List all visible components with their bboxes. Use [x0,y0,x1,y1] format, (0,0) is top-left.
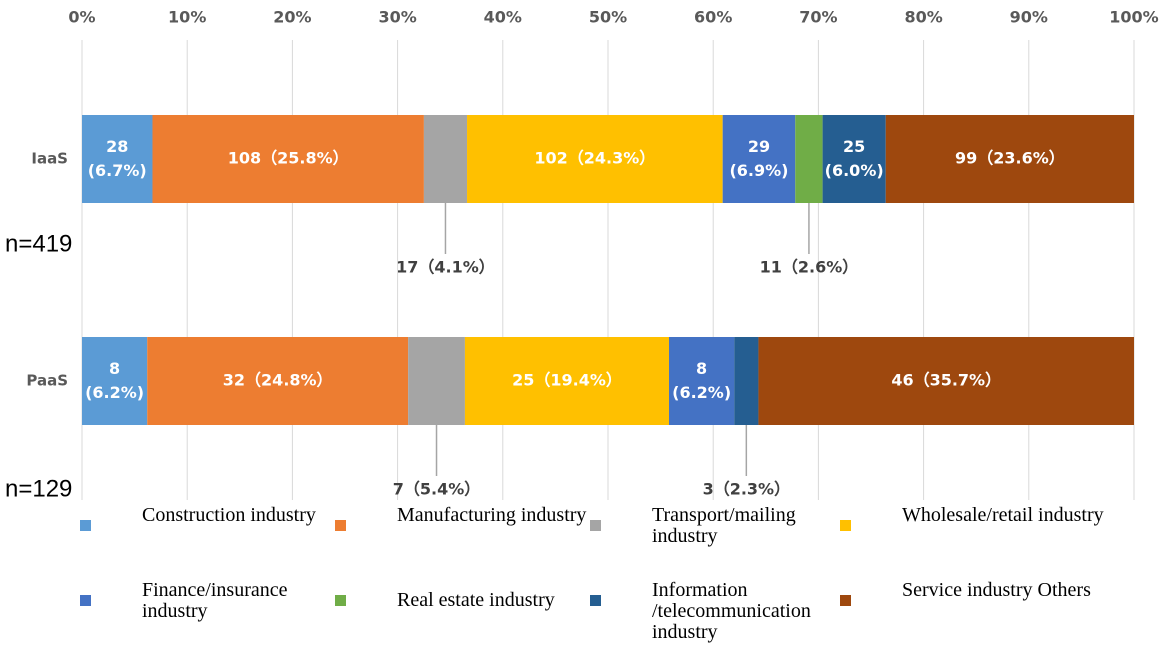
x-tick-label: 80% [904,8,942,27]
data-label: 17（4.1%） [396,258,495,277]
legend-label: Service industry Others [902,579,1091,601]
bar-segment [722,115,796,203]
legend-label: Real estate industry [397,589,555,611]
data-label: 3（2.3%） [703,480,791,499]
data-label: 32（24.8%） [223,371,333,390]
category-label: IaaS [31,150,68,168]
legend-label: Construction industry [142,504,316,526]
category-label: PaaS [26,372,68,390]
data-label-line: 29 [748,137,770,156]
legend-label: Wholesale/retail industry [902,504,1104,526]
bar-segment [464,337,670,425]
legend-swatch [840,595,851,606]
data-label-line: (6.0%) [825,161,884,180]
legend-label: Information /telecommunication industry [652,579,811,643]
legend-label: Manufacturing industry [397,504,587,526]
data-label-line: 8 [696,359,707,378]
bar-segment [147,337,409,425]
x-tick-label: 40% [484,8,522,27]
bar-segment [152,115,424,203]
legend-swatch [335,520,346,531]
bar-segment [669,337,735,425]
bar-segment [408,337,465,425]
bar-segment [82,115,153,203]
data-label: 8 (6.2%) [672,359,731,402]
bar-segment [795,115,823,203]
data-label: 7（5.4%） [393,480,481,499]
legend-swatch [840,520,851,531]
bar-segment [467,115,723,203]
data-label: 25 (6.0%) [825,137,884,180]
legend-swatch [590,595,601,606]
data-label-line: (6.2%) [672,383,731,402]
legend-swatch [80,520,91,531]
data-label: 11（2.6%） [760,258,859,277]
data-label-line: 25 [843,137,865,156]
n-label: n=419 [5,230,72,257]
data-label: 28 (6.7%) [88,137,147,180]
data-label-line: (6.2%) [85,383,144,402]
bar-segment [758,337,1134,425]
bar-segment [822,115,886,203]
data-label: 46（35.7%） [891,371,1001,390]
data-label-line: 28 [106,137,128,156]
data-label: 25（19.4%） [512,371,622,390]
legend-label: Transport/mailing industry [652,504,796,547]
data-label: 102（24.3%） [534,149,655,168]
data-label: 29 (6.9%) [729,137,788,180]
legend-swatch [590,520,601,531]
data-label-line: (6.9%) [729,161,788,180]
legend-swatch [80,595,91,606]
x-tick-label: 20% [273,8,311,27]
x-tick-label: 10% [168,8,206,27]
bar-segment [734,337,759,425]
data-label: 99（23.6%） [955,149,1065,168]
legend-label: Finance/insurance industry [142,579,288,622]
bar-segment [885,115,1134,203]
data-label: 108（25.8%） [228,149,349,168]
data-label-line: 8 [109,359,120,378]
legend-swatch [335,595,346,606]
x-tick-label: 70% [799,8,837,27]
data-label: 8 (6.2%) [85,359,144,402]
x-tick-label: 0% [68,8,95,27]
bar-segment [423,115,468,203]
n-label: n=129 [5,475,72,502]
bar-segment [82,337,148,425]
x-tick-label: 50% [589,8,627,27]
x-tick-label: 90% [1010,8,1048,27]
x-tick-label: 30% [378,8,416,27]
x-tick-label: 100% [1109,8,1158,27]
x-tick-label: 60% [694,8,732,27]
data-label-line: (6.7%) [88,161,147,180]
